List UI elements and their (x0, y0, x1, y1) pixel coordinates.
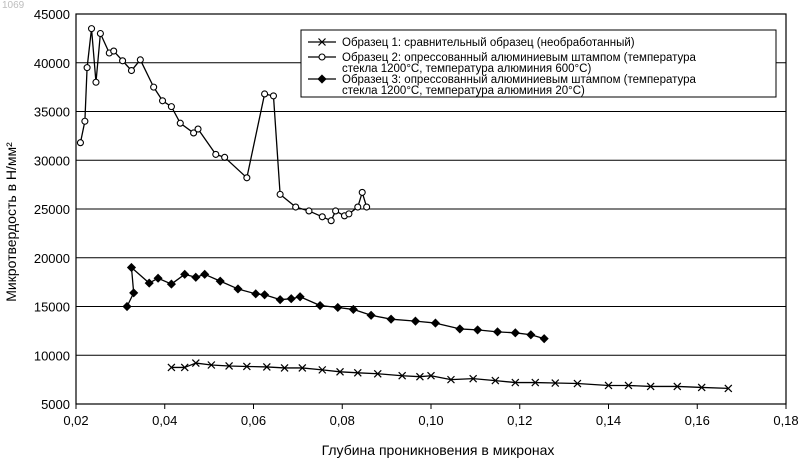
data-point-filled-diamond (130, 289, 138, 297)
y-tick-label: 45000 (34, 7, 70, 22)
data-point-filled-diamond (367, 311, 375, 319)
data-point-filled-diamond (316, 302, 324, 310)
data-point-filled-diamond (123, 303, 131, 311)
x-tick-label: 0,04 (152, 413, 177, 428)
data-point-filled-diamond (387, 315, 395, 323)
series-1 (168, 360, 732, 392)
data-point-filled-diamond (276, 296, 284, 304)
data-point-open-circle (111, 48, 117, 54)
x-tick-label: 0,06 (241, 413, 266, 428)
data-point-open-circle (262, 91, 268, 97)
data-point-open-circle (89, 26, 95, 32)
data-point-open-circle (306, 208, 312, 214)
data-point-filled-diamond (261, 291, 269, 299)
data-point-filled-diamond (431, 319, 439, 327)
y-tick-label: 15000 (34, 300, 70, 315)
legend-entry-1: Образец 1: сравнительный образец (необра… (308, 37, 635, 49)
data-point-open-circle (93, 79, 99, 85)
data-point-filled-diamond (474, 326, 482, 334)
data-point-open-circle (355, 204, 361, 210)
data-point-open-circle (195, 126, 201, 132)
series-3 (123, 264, 548, 343)
data-point-filled-diamond (201, 270, 209, 278)
data-point-open-circle (277, 191, 283, 197)
data-point-filled-diamond (456, 325, 464, 333)
x-tick-label: 0,18 (773, 413, 798, 428)
data-point-open-circle (77, 140, 83, 146)
data-point-filled-diamond (234, 285, 242, 293)
series-line (171, 363, 728, 388)
y-tick-label: 30000 (34, 153, 70, 168)
y-tick-label: 10000 (34, 348, 70, 363)
data-point-open-circle (213, 151, 219, 157)
x-tick-label: 0,16 (685, 413, 710, 428)
x-tick-label: 0,08 (330, 413, 355, 428)
data-point-filled-diamond (216, 277, 224, 285)
y-tick-label: 5000 (41, 397, 70, 412)
data-point-open-circle (359, 189, 365, 195)
data-point-open-circle (82, 118, 88, 124)
data-point-open-circle (97, 31, 103, 37)
data-point-open-circle (319, 54, 325, 60)
data-point-filled-diamond (511, 329, 519, 337)
x-tick-labels: 0,02 0,04 0,06 0,08 0,10 0,12 0,14 0,16 0,18 (63, 413, 798, 428)
data-point-filled-diamond (411, 317, 419, 325)
data-point-filled-diamond (540, 335, 548, 343)
data-point-open-circle (293, 204, 299, 210)
data-point-filled-diamond (192, 273, 200, 281)
x-axis-label: Глубина проникновения в микронах (322, 442, 555, 458)
data-point-filled-diamond (334, 303, 342, 311)
data-point-filled-diamond (296, 293, 304, 301)
data-point-open-circle (151, 84, 157, 90)
data-point-open-circle (333, 208, 339, 214)
data-point-open-circle (270, 93, 276, 99)
data-point-open-circle (137, 57, 143, 63)
legend-label: стекла 1200°С, температура алюминия 20°С… (342, 85, 585, 97)
data-point-open-circle (177, 120, 183, 126)
x-tick-label: 0,10 (418, 413, 443, 428)
data-point-filled-diamond (527, 331, 535, 339)
data-point-open-circle (160, 98, 166, 104)
data-point-open-circle (328, 218, 334, 224)
data-point-open-circle (120, 58, 126, 64)
legend: Образец 1: сравнительный образец (необра… (301, 30, 776, 97)
data-point-filled-diamond (494, 328, 502, 336)
data-point-open-circle (222, 154, 228, 160)
data-point-filled-diamond (287, 295, 295, 303)
y-tick-labels: 5000 10000 15000 20000 25000 30000 35000 40000 4… (34, 7, 70, 412)
data-point-open-circle (84, 65, 90, 71)
y-tick-label: 20000 (34, 251, 70, 266)
y-tick-label: 40000 (34, 56, 70, 71)
data-point-open-circle (364, 204, 370, 210)
data-point-open-circle (244, 175, 250, 181)
x-tick-label: 0,14 (596, 413, 621, 428)
data-point-open-circle (346, 211, 352, 217)
y-tick-label: 25000 (34, 202, 70, 217)
data-point-filled-diamond (252, 290, 260, 298)
data-point-filled-diamond (154, 274, 162, 282)
series-line (127, 268, 544, 339)
data-point-open-circle (168, 104, 174, 110)
y-tick-label: 35000 (34, 105, 70, 120)
x-tick-label: 0,02 (63, 413, 88, 428)
data-point-open-circle (319, 214, 325, 220)
data-point-open-circle (128, 68, 134, 74)
y-axis-label: Микротвердость в Н/мм² (3, 142, 19, 302)
x-tick-label: 0,12 (507, 413, 532, 428)
legend-label: Образец 1: сравнительный образец (необра… (342, 37, 635, 49)
